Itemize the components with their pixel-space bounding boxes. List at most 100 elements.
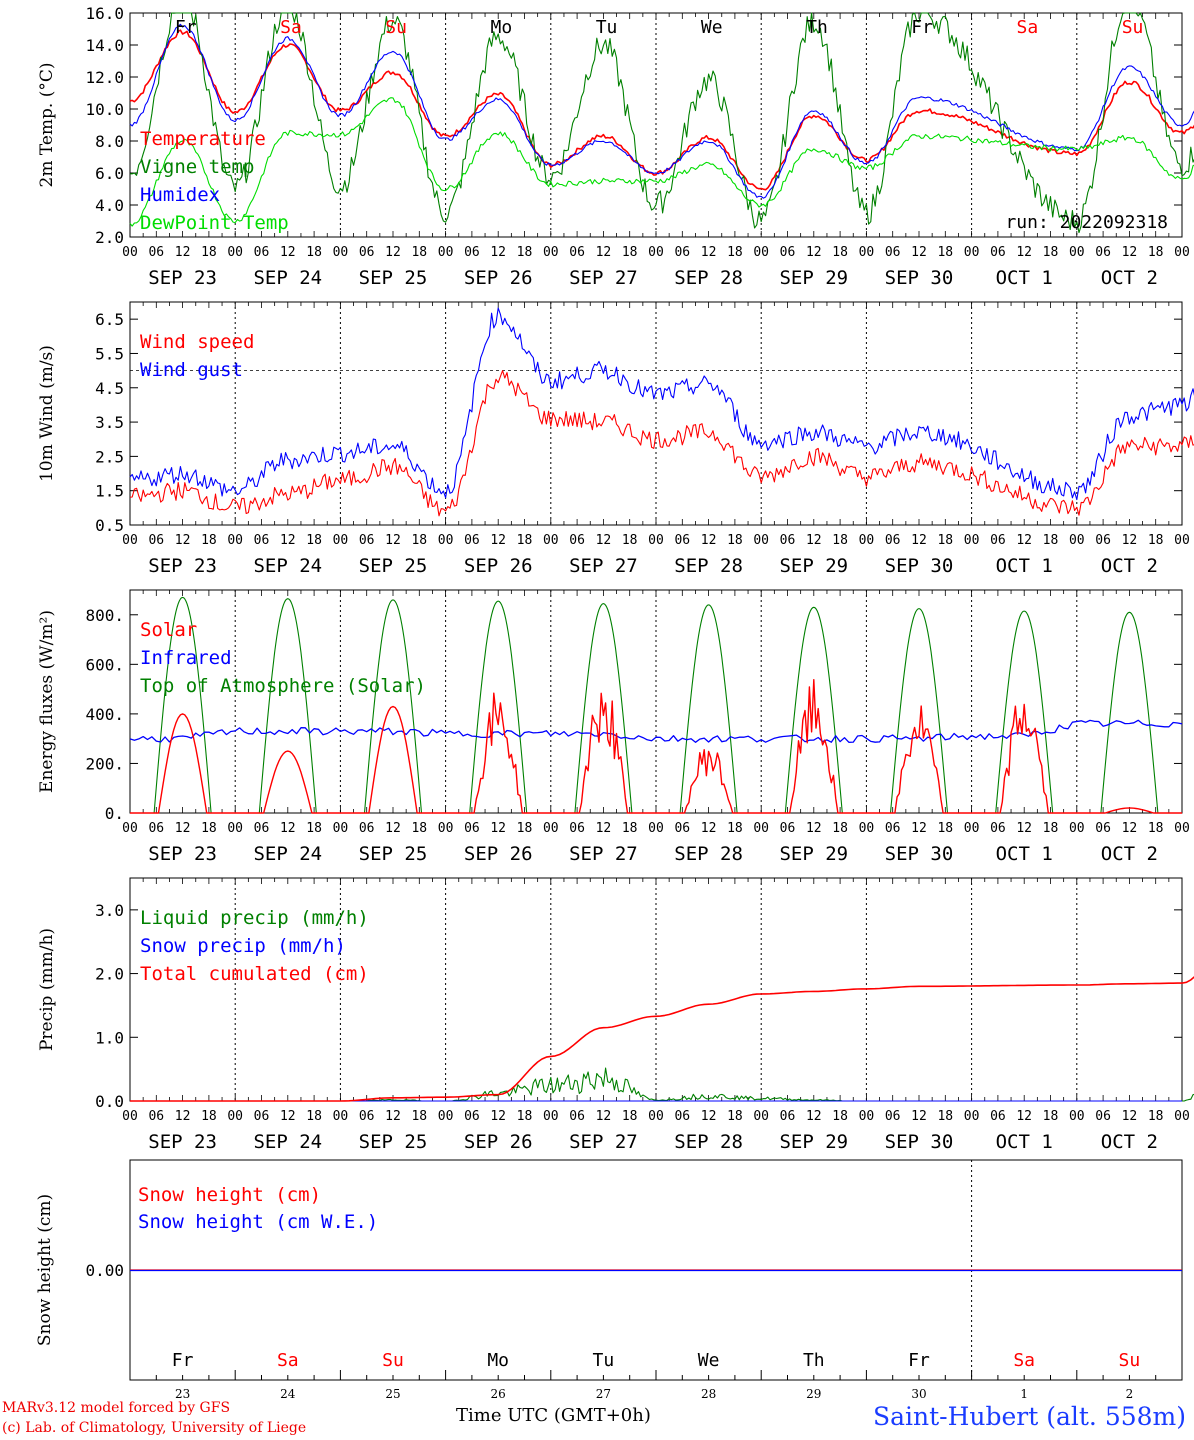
legend-5-0: Snow height (cm) bbox=[138, 1184, 321, 1206]
hour-tick-label: 06 bbox=[148, 245, 164, 260]
weekday-label: Tu bbox=[596, 17, 618, 38]
y-axis-title: Snow height (cm) bbox=[35, 1194, 55, 1346]
series-infrared bbox=[129, 719, 1183, 743]
hour-tick-label: 18 bbox=[832, 1109, 848, 1124]
series-toa-day bbox=[1100, 611, 1159, 814]
hour-tick-label: 12 bbox=[701, 1109, 717, 1124]
y-tick-label: 6.0 bbox=[95, 164, 124, 183]
date-label: SEP 24 bbox=[253, 267, 322, 289]
hour-tick-label: 18 bbox=[937, 533, 953, 548]
hour-tick-label: 12 bbox=[385, 1109, 401, 1124]
date-label: SEP 25 bbox=[359, 1131, 428, 1153]
y-tick-label: 2.5 bbox=[95, 447, 124, 466]
x-axis-title: Time UTC (GMT+0h) bbox=[456, 1405, 651, 1426]
hour-tick-label: 12 bbox=[911, 245, 927, 260]
hour-tick-label: 12 bbox=[806, 533, 822, 548]
hour-tick-label: 18 bbox=[306, 245, 322, 260]
hour-tick-label: 12 bbox=[385, 821, 401, 836]
hour-tick-label: 06 bbox=[674, 1109, 690, 1124]
hour-tick-label: 12 bbox=[490, 245, 506, 260]
hour-tick-label: 00 bbox=[648, 821, 664, 836]
y-tick-label: 1.5 bbox=[95, 482, 124, 501]
y-tick-label: 600. bbox=[85, 655, 124, 674]
date-label: SEP 23 bbox=[148, 267, 217, 289]
date-label: SEP 27 bbox=[569, 555, 638, 577]
hour-tick-label: 06 bbox=[464, 245, 480, 260]
y-tick-label: 12.0 bbox=[85, 68, 124, 87]
date-label: SEP 29 bbox=[779, 267, 848, 289]
hour-tick-label: 00 bbox=[1174, 245, 1190, 260]
hour-tick-label: 12 bbox=[175, 821, 191, 836]
series-toa-day bbox=[153, 596, 212, 814]
hour-tick-label: 12 bbox=[596, 533, 612, 548]
hour-tick-label: 18 bbox=[727, 821, 743, 836]
day-number: 28 bbox=[701, 1387, 716, 1401]
hour-tick-label: 06 bbox=[148, 1109, 164, 1124]
day-number: 24 bbox=[280, 1387, 296, 1401]
date-label: OCT 1 bbox=[996, 1131, 1053, 1153]
day-number: 25 bbox=[385, 1387, 400, 1401]
weekday-label: Fr bbox=[172, 1350, 194, 1371]
hour-tick-label: 06 bbox=[359, 1109, 375, 1124]
hour-tick-label: 12 bbox=[175, 245, 191, 260]
hour-tick-label: 12 bbox=[911, 821, 927, 836]
day-number: 29 bbox=[806, 1387, 821, 1401]
hour-tick-label: 18 bbox=[306, 533, 322, 548]
day-number: 27 bbox=[596, 1387, 611, 1401]
legend-3-0: Solar bbox=[140, 619, 197, 641]
hour-tick-label: 12 bbox=[1016, 821, 1032, 836]
legend-1-2: Humidex bbox=[140, 184, 220, 206]
hour-tick-label: 00 bbox=[648, 533, 664, 548]
date-label: SEP 24 bbox=[253, 1131, 322, 1153]
hour-tick-label: 06 bbox=[464, 533, 480, 548]
hour-tick-label: 06 bbox=[254, 245, 270, 260]
hour-tick-label: 18 bbox=[832, 821, 848, 836]
date-label: SEP 28 bbox=[674, 843, 743, 865]
weekday-label: Tu bbox=[593, 1350, 615, 1371]
legend-5-1: Snow height (cm W.E.) bbox=[138, 1211, 378, 1233]
hour-tick-label: 00 bbox=[333, 1109, 349, 1124]
hour-tick-label: 18 bbox=[622, 245, 638, 260]
date-label: SEP 23 bbox=[148, 1131, 217, 1153]
hour-tick-label: 12 bbox=[1016, 245, 1032, 260]
hour-tick-label: 18 bbox=[1043, 245, 1059, 260]
legend-3-2: Top of Atmosphere (Solar) bbox=[140, 675, 426, 697]
hour-tick-label: 18 bbox=[517, 533, 533, 548]
hour-tick-label: 18 bbox=[727, 533, 743, 548]
date-label: SEP 30 bbox=[885, 1131, 954, 1153]
weekday-label: Sa bbox=[1017, 17, 1039, 38]
hour-tick-label: 18 bbox=[411, 821, 427, 836]
series-toa-day bbox=[889, 608, 949, 814]
hour-tick-label: 18 bbox=[411, 245, 427, 260]
hour-tick-label: 06 bbox=[254, 821, 270, 836]
series-temperature bbox=[129, 29, 1194, 191]
hour-tick-label: 18 bbox=[411, 1109, 427, 1124]
hour-tick-label: 06 bbox=[359, 533, 375, 548]
date-label: SEP 29 bbox=[779, 555, 848, 577]
y-tick-label: 14.0 bbox=[85, 36, 124, 55]
hour-tick-label: 00 bbox=[964, 821, 980, 836]
y-tick-label: 0.5 bbox=[95, 516, 124, 535]
hour-tick-label: 06 bbox=[569, 1109, 585, 1124]
hour-tick-label: 00 bbox=[543, 533, 559, 548]
hour-tick-label: 12 bbox=[806, 821, 822, 836]
date-label: OCT 2 bbox=[1101, 555, 1158, 577]
hour-tick-label: 00 bbox=[753, 533, 769, 548]
hour-tick-label: 06 bbox=[464, 1109, 480, 1124]
hour-tick-label: 12 bbox=[596, 1109, 612, 1124]
weekday-label: Su bbox=[1122, 17, 1144, 38]
y-tick-label: 4.0 bbox=[95, 196, 124, 215]
hour-tick-label: 18 bbox=[306, 1109, 322, 1124]
hour-tick-label: 12 bbox=[175, 1109, 191, 1124]
date-label: SEP 26 bbox=[464, 555, 533, 577]
hour-tick-label: 12 bbox=[385, 245, 401, 260]
run-annotation: run: 2022092318 bbox=[1005, 212, 1168, 233]
hour-tick-label: 18 bbox=[1043, 533, 1059, 548]
hour-tick-label: 18 bbox=[1043, 821, 1059, 836]
date-label: OCT 2 bbox=[1101, 1131, 1158, 1153]
date-label: OCT 2 bbox=[1101, 843, 1158, 865]
date-label: SEP 26 bbox=[464, 843, 533, 865]
legend-2-0: Wind speed bbox=[140, 331, 254, 353]
hour-tick-label: 18 bbox=[832, 245, 848, 260]
